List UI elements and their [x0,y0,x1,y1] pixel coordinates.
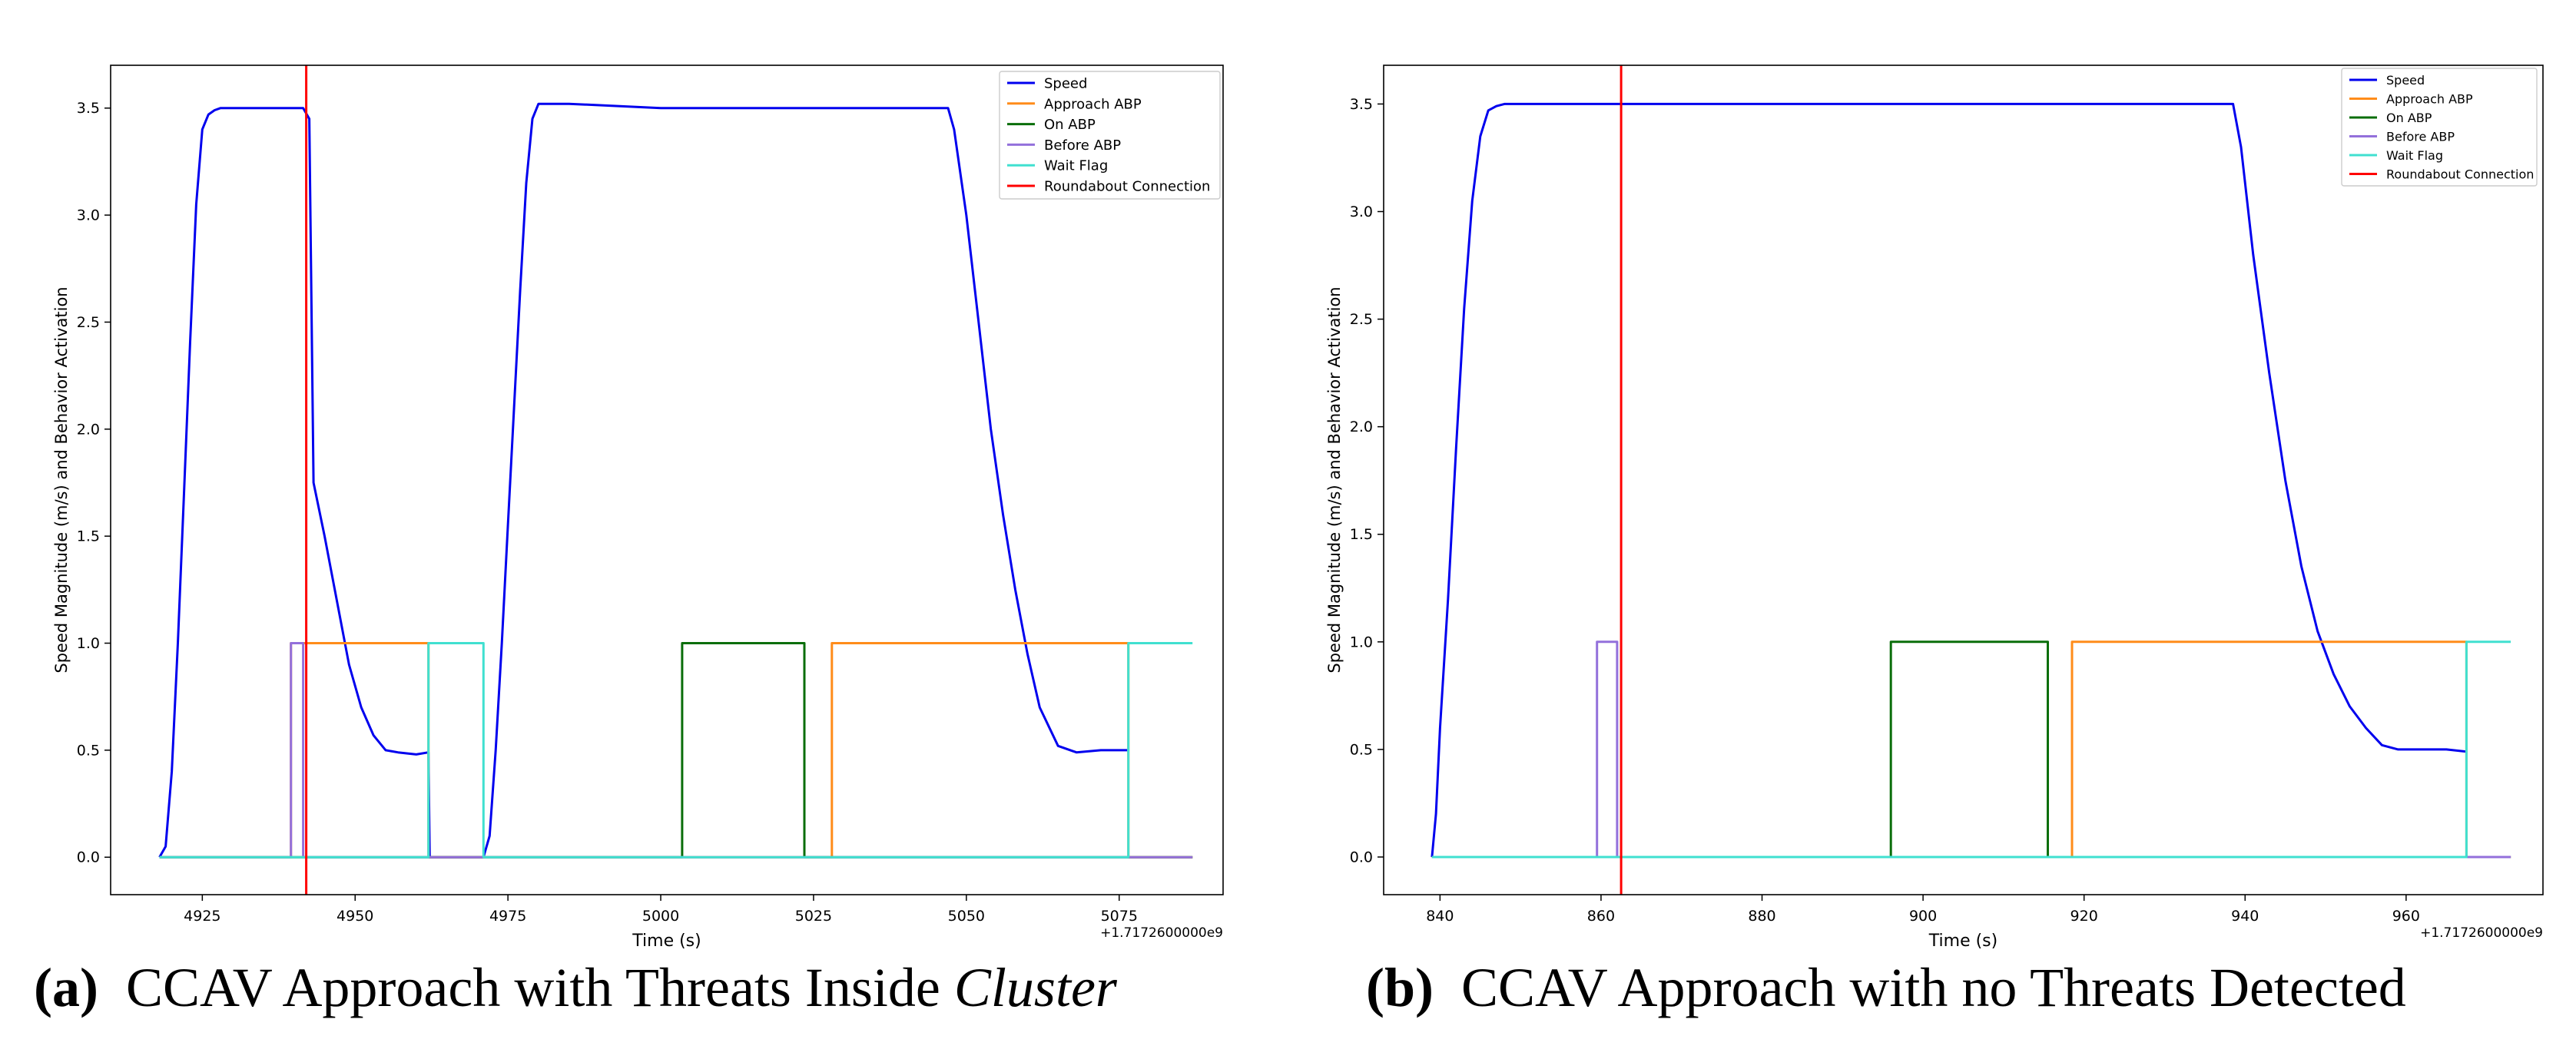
x-tick-label: 5050 [948,908,985,925]
x-tick-label: 5025 [795,908,832,925]
x-tick-label: 840 [1426,908,1454,925]
x-tick-label: 4950 [337,908,373,925]
x-tick-label: 5000 [642,908,679,925]
legend-label: Speed [1044,75,1087,91]
series-group [1431,65,2511,895]
series-speed-line [1431,102,2467,858]
x-tick-label: 880 [1748,908,1775,925]
legend-label: Before ABP [1044,137,1121,154]
y-tick-label: 2.5 [77,314,100,331]
series-approach-abp-line [1431,640,2511,859]
caption-a: (a) CCAV Approach with Threats Inside Cl… [34,956,1117,1020]
y-tick-label: 1.5 [77,528,100,545]
y-tick-label: 2.5 [1350,311,1373,328]
x-tick-label: 4975 [489,908,526,925]
x-tick-label: 960 [2392,908,2420,925]
x-tick-label: 900 [1909,908,1937,925]
legend: Speed Approach ABP On ABP Before ABP Wait Fl… [999,71,1221,200]
series-speed-line [158,102,1129,859]
x-tick-label: 860 [1587,908,1615,925]
y-tick-label: 1.0 [77,635,100,652]
y-tick-label: 0.0 [1350,849,1373,865]
legend-label: Approach ABP [1044,96,1142,112]
series-group [158,65,1193,895]
x-offset-label: +1.7172600000e9 [1100,925,1223,941]
y-tick-label: 2.0 [77,421,100,438]
series-on-abp-line [159,642,1193,859]
y-tick-label: 0.5 [77,742,100,759]
y-tick-label: 1.0 [1350,634,1373,650]
y-tick-label: 0.5 [1350,741,1373,758]
series-on-abp-line [1431,640,2511,859]
y-tick-label: 3.5 [1350,96,1373,113]
legend-box [2341,68,2538,187]
legend-label: On ABP [2386,111,2432,125]
y-tick-label: 1.5 [1350,526,1373,543]
y-tick-label: 3.0 [1350,204,1373,220]
axes-frame [110,65,1224,895]
series-before-abp-line [159,642,1193,859]
legend-label: Roundabout Connection [2386,167,2534,181]
y-axis-label: Speed Magnitude (m/s) and Behavior Activ… [1325,286,1344,673]
y-tick-label: 3.0 [77,207,100,224]
y-tick-label: 3.5 [77,100,100,117]
x-axis-label: Time (s) [632,932,701,951]
x-tick-label: 5075 [1101,908,1138,925]
caption-b-label: (b) [1366,957,1434,1018]
y-tick-label: 2.0 [1350,419,1373,435]
x-tick-label: 4925 [184,908,220,925]
caption-b-text: CCAV Approach with no Threats Detected [1461,957,2406,1018]
legend-box [999,71,1221,200]
series-approach-abp-line [159,642,1193,859]
x-tick-label: 920 [2070,908,2098,925]
caption-a-italic: Cluster [953,957,1117,1018]
legend-label: Roundabout Connection [1044,178,1210,194]
y-tick-label: 0.0 [77,849,100,866]
legend-label: Approach ABP [2386,91,2473,106]
x-axis-label: Time (s) [1928,932,1997,951]
y-axis-label: Speed Magnitude (m/s) and Behavior Activ… [52,286,71,673]
caption-b: (b) CCAV Approach with no Threats Detect… [1366,956,2406,1020]
series-wait-flag-line [1431,640,2511,859]
chart-panel-a: 4925 4950 4975 5000 5025 5050 5075 0.0 0.5 1.0 1.5… [52,65,1224,951]
legend-label: Speed [2386,73,2425,88]
legend-label: On ABP [1044,117,1096,133]
legend-label: Before ABP [2386,129,2455,144]
x-offset-label: +1.7172600000e9 [2420,925,2543,941]
caption-a-text: CCAV Approach with Threats Inside [125,957,940,1018]
legend: Speed Approach ABP On ABP Before ABP Wait Fl… [2341,68,2538,187]
legend-label: Wait Flag [2386,148,2443,163]
series-wait-flag-line [159,642,1193,859]
series-before-abp-line [1431,640,2511,859]
axes-frame [1383,65,2544,895]
legend-label: Wait Flag [1044,158,1108,174]
chart-panel-b: 840 860 880 900 920 940 960 0.0 0.5 1.0 1.5 2.0 2.5 3… [1325,65,2544,951]
caption-a-label: (a) [34,957,98,1018]
x-tick-label: 940 [2231,908,2259,925]
